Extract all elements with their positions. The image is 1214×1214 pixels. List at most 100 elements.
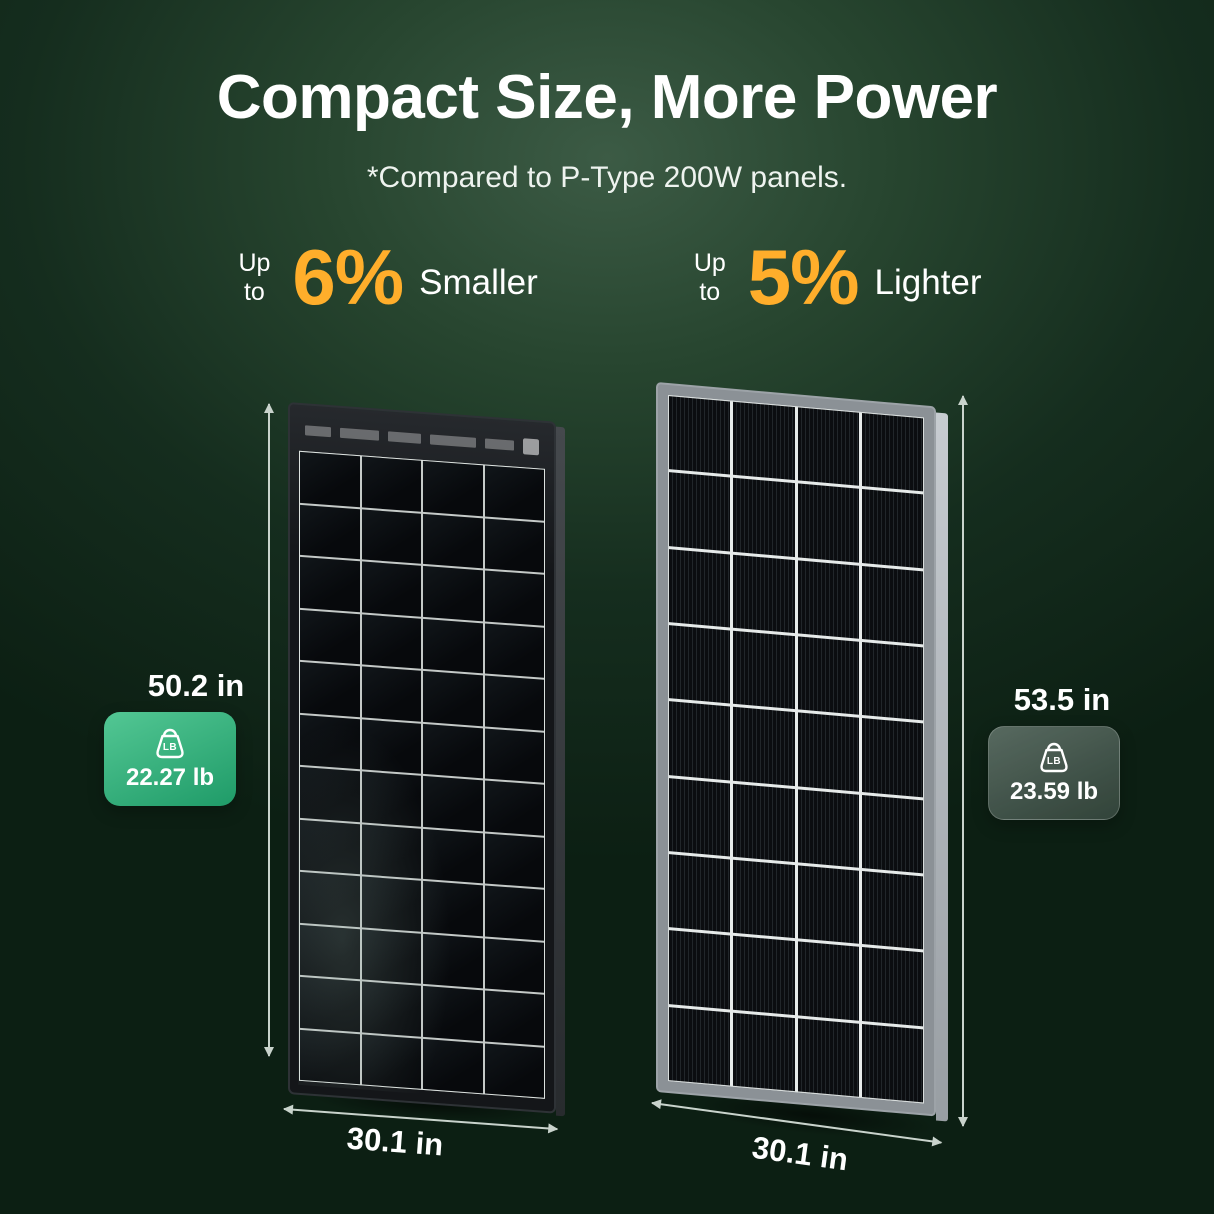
solar-cell	[733, 630, 795, 710]
solar-cell	[669, 472, 731, 552]
solar-cell	[423, 985, 483, 1041]
solar-cell	[797, 865, 859, 945]
solar-cell	[361, 718, 421, 774]
stat-lighter-label: Lighter	[874, 262, 982, 302]
right-height-label: 53.5 in	[1013, 682, 1111, 717]
solar-cell	[861, 947, 923, 1027]
stat-smaller-label: Smaller	[419, 262, 538, 302]
solar-cell	[733, 478, 795, 557]
solar-cell	[797, 789, 859, 868]
left-height-dimension-line	[268, 404, 270, 1056]
solar-cell	[669, 854, 731, 933]
solar-cell	[300, 1029, 360, 1085]
left-weight-value: 22.27 lb	[125, 763, 215, 791]
solar-cell	[300, 871, 360, 927]
solar-cell	[861, 565, 923, 645]
left-panel-cell-grid	[299, 450, 545, 1099]
solar-cell	[669, 930, 731, 1010]
right-solar-panel	[656, 382, 948, 1122]
solar-cell	[423, 723, 483, 779]
solar-cell	[300, 819, 360, 875]
right-panel-frame	[656, 382, 936, 1117]
solar-cell	[669, 701, 731, 781]
sticker	[430, 434, 476, 448]
solar-cell	[300, 766, 360, 822]
solar-cell	[484, 517, 544, 573]
right-height-dimension-line	[962, 396, 964, 1126]
solar-cell	[861, 642, 923, 721]
stats-row: Up to 6% Smaller Up to 5% Lighter	[0, 232, 1214, 323]
right-weight-value: 23.59 lb	[1009, 777, 1099, 805]
solar-cell	[797, 1018, 859, 1097]
solar-cell	[797, 483, 859, 563]
solar-cell	[300, 609, 360, 665]
solar-cell	[484, 885, 544, 941]
solar-cell	[733, 936, 795, 1015]
solar-cell	[733, 707, 795, 786]
stat-smaller: Up to 6% Smaller	[232, 232, 537, 323]
page-subtitle: *Compared to P-Type 200W panels.	[366, 161, 848, 194]
right-panel-side-edge	[936, 412, 948, 1122]
solar-cell	[300, 924, 360, 980]
solar-cell	[733, 783, 795, 863]
solar-cell	[669, 777, 731, 857]
solar-cell	[423, 880, 483, 936]
solar-cell	[797, 560, 859, 639]
weight-icon-label: LB	[1046, 755, 1062, 767]
stat-lighter-prefix: Up to	[693, 248, 726, 306]
left-weight-badge: LB 22.27 lb	[104, 712, 236, 806]
solar-cell	[797, 407, 859, 487]
solar-cell	[669, 625, 731, 704]
solar-cell	[484, 727, 544, 783]
right-weight-badge: LB 23.59 lb	[988, 726, 1120, 820]
solar-cell	[484, 990, 544, 1046]
solar-cell	[733, 401, 795, 481]
solar-cell	[484, 1042, 544, 1098]
solar-cell	[861, 489, 923, 569]
weight-icon: LB	[150, 727, 190, 761]
sticker	[387, 431, 422, 444]
solar-cell	[484, 675, 544, 731]
solar-cell	[361, 561, 421, 617]
solar-cell	[797, 636, 859, 716]
solar-cell	[361, 981, 421, 1037]
solar-cell	[361, 1033, 421, 1089]
solar-cell	[423, 775, 483, 831]
stat-smaller-value: 6%	[292, 233, 404, 321]
solar-cell	[861, 1023, 923, 1103]
left-panel-side-edge	[556, 426, 565, 1117]
solar-cell	[484, 465, 544, 521]
solar-cell	[733, 1012, 795, 1092]
solar-cell	[484, 622, 544, 678]
solar-cell	[361, 771, 421, 827]
solar-cell	[423, 460, 483, 516]
left-solar-panel	[288, 402, 565, 1117]
left-panel-frame	[288, 402, 556, 1114]
sticker	[305, 425, 331, 438]
stat-lighter: Up to 5% Lighter	[688, 232, 982, 323]
solar-cell	[300, 714, 360, 770]
solar-cell	[423, 828, 483, 884]
solar-cell	[797, 941, 859, 1021]
left-height-label: 50.2 in	[147, 668, 245, 703]
solar-cell	[861, 794, 923, 874]
stat-smaller-prefix: Up to	[238, 248, 271, 306]
solar-cell	[361, 823, 421, 879]
solar-cell	[669, 1006, 731, 1086]
solar-cell	[300, 976, 360, 1032]
qr-label	[523, 438, 539, 456]
solar-cell	[484, 570, 544, 626]
solar-cell	[361, 456, 421, 512]
solar-cell	[300, 661, 360, 717]
solar-cell	[861, 871, 923, 950]
solar-cell	[423, 565, 483, 621]
solar-cell	[733, 859, 795, 939]
solar-cell	[423, 933, 483, 989]
solar-cell	[423, 1038, 483, 1094]
sticker	[339, 427, 379, 441]
solar-cell	[361, 666, 421, 722]
solar-cell	[361, 876, 421, 932]
solar-cell	[669, 396, 731, 475]
weight-icon: LB	[1034, 741, 1074, 775]
solar-cell	[300, 556, 360, 612]
